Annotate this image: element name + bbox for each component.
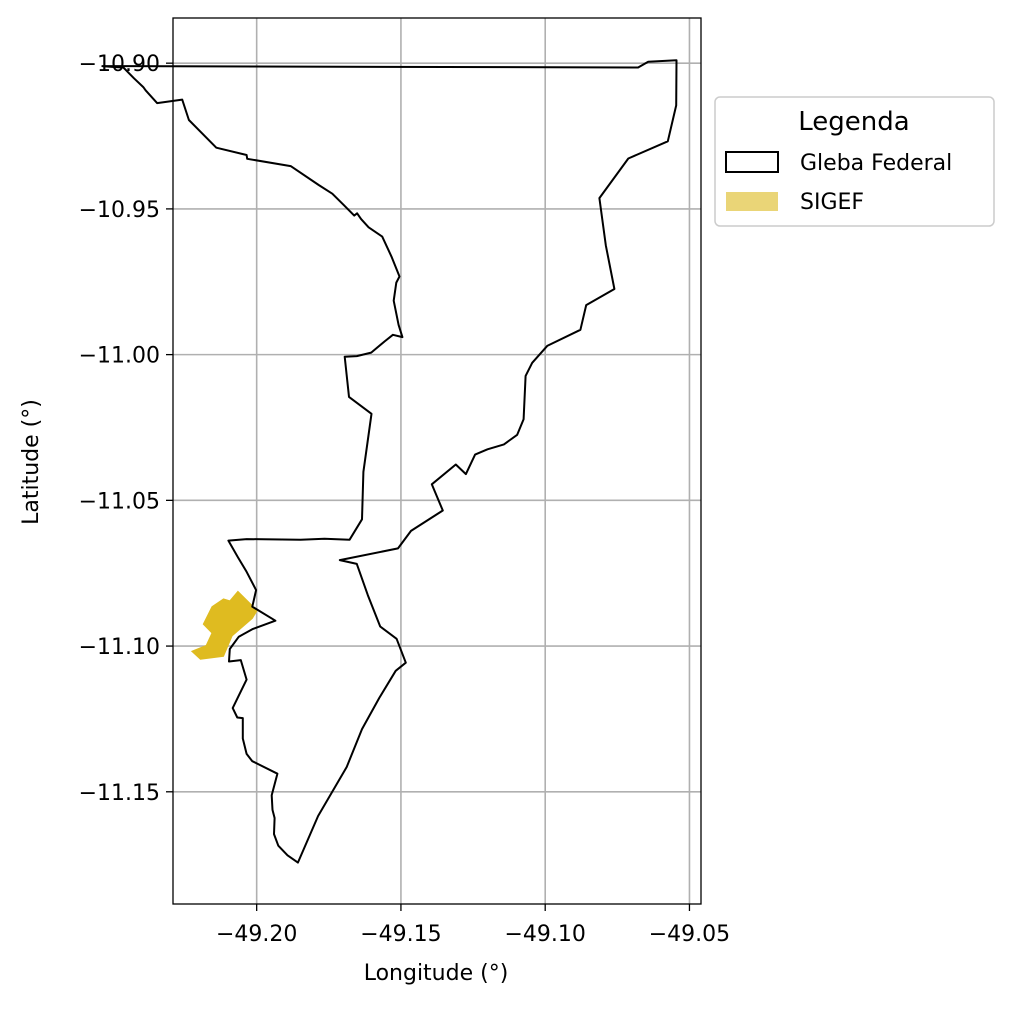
gridlines [173,18,701,904]
x-axis-ticks: −49.20 −49.15 −49.10 −49.05 [216,904,730,947]
y-tick-label-1: −10.95 [79,198,160,223]
y-axis-ticks: −10.90 −10.95 −11.00 −11.05 −11.10 −11.15 [79,52,173,806]
legend-title: Legenda [798,107,909,137]
y-axis-label: Latitude (°) [19,399,44,525]
axes-frame [172,17,702,905]
y-tick-label-3: −11.05 [79,489,160,514]
y-tick-label-4: −11.10 [79,635,160,660]
legend-swatch-sigef [726,192,778,211]
sigef-polygon [190,590,258,660]
x-axis-label: Longitude (°) [364,961,509,986]
x-tick-label-3: −49.05 [649,922,730,947]
gleba-federal-polygon [101,59,678,864]
y-tick-label-2: −11.00 [79,344,160,369]
legend: Legenda Gleba Federal SIGEF [714,96,995,227]
x-tick-label-0: −49.20 [216,922,297,947]
map-shapes [101,59,678,864]
legend-swatch-gleba-federal [725,151,779,173]
legend-label-gleba-federal: Gleba Federal [800,151,952,176]
x-tick-label-2: −49.10 [504,922,585,947]
legend-label-sigef: SIGEF [800,190,864,215]
legend-box [714,96,995,227]
y-tick-label-5: −11.15 [79,781,160,806]
y-tick-label-0: −10.90 [79,52,160,77]
x-tick-label-1: −49.15 [360,922,441,947]
